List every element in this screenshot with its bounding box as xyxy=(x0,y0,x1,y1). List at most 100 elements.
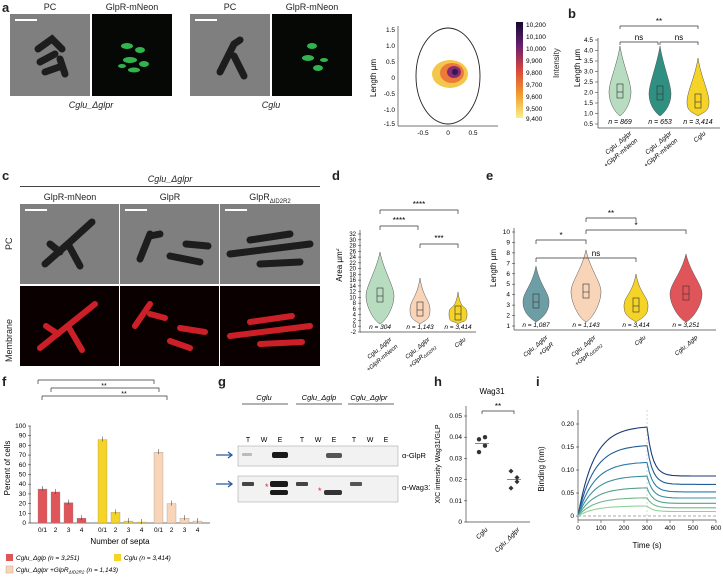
y-tick-label: 16 xyxy=(349,278,356,284)
e-n-label: n = 3,414 xyxy=(622,322,650,329)
e-sig-bracket xyxy=(535,257,637,262)
g-lane: E xyxy=(384,437,389,444)
violin-plot-e: Length µm 1 2 3 4 5 6 7 8 9 10 * ** ns * n = 1,08… xyxy=(490,209,716,368)
bar-chart-f: Percent of cells 0102030405060708090100 … xyxy=(4,378,210,575)
g-strain: Cglu_Δglp xyxy=(302,393,337,402)
colorbar-tick: 9,800 xyxy=(526,70,543,77)
binding-curve xyxy=(577,475,716,517)
y-tick-label: 0.05 xyxy=(449,413,462,420)
micrograph-c-pc-2 xyxy=(120,204,219,284)
y-tick-label: 0.15 xyxy=(561,444,574,451)
f-sig: ** xyxy=(121,391,127,398)
c-title: Cglu_Δglpr xyxy=(147,174,193,184)
colorbar-tick: 9,700 xyxy=(526,82,543,89)
y-tick-label: 0 xyxy=(22,520,26,527)
violin-b-2 xyxy=(648,45,672,117)
y-tick-label: 30 xyxy=(349,238,356,244)
header-pc-1: PC xyxy=(43,2,57,12)
h-title: Wag31 xyxy=(479,387,505,396)
micrograph-c-pc-3 xyxy=(220,204,320,284)
f-sig-bracket xyxy=(41,395,168,400)
bar xyxy=(63,502,74,524)
violin-box xyxy=(416,301,424,317)
blot-band xyxy=(242,453,252,456)
x-tick-label: 0/1 xyxy=(154,527,163,534)
scale-bar xyxy=(195,19,217,21)
scale-bar xyxy=(125,209,147,211)
colorbar-tick: 10,200 xyxy=(526,22,546,29)
heatmap-plot: Length µm 1.5 1.0 0.5 0 -0.5 -1.0 -1.5 -… xyxy=(369,26,498,137)
violin-box xyxy=(656,85,664,101)
y-tick-label: 10 xyxy=(349,295,356,301)
y-tick-label: 0 xyxy=(570,513,574,520)
e-n-label: n = 3,251 xyxy=(672,322,700,329)
y-tick-label: 0.05 xyxy=(561,490,574,497)
e-cat-label: Cglu xyxy=(634,335,648,348)
data-point-circle xyxy=(482,443,488,448)
x-tick-label: 2 xyxy=(54,527,58,534)
x-tick-label: 3 xyxy=(183,527,187,534)
micrograph-a-pc-2 xyxy=(190,14,270,96)
b-sig-bracket xyxy=(659,41,699,45)
legend-swatch-cglu xyxy=(114,554,121,561)
d-n-label: n = 3,414 xyxy=(444,324,472,331)
y-tick-label: 60 xyxy=(19,462,27,469)
x-tick-label: 4 xyxy=(80,527,84,534)
cell-outline xyxy=(415,27,481,125)
colorbar-label: Intensity xyxy=(552,48,561,78)
f-ylabel: Percent of cells xyxy=(4,441,12,496)
y-tick-label: 32 xyxy=(349,232,356,238)
heatmap-xtick: 0 xyxy=(446,130,450,137)
f-sig: *** xyxy=(92,378,100,382)
y-tick-label: 8 xyxy=(353,301,357,307)
g-strain: Cglu xyxy=(256,393,272,402)
x-tick-label: 3 xyxy=(67,527,71,534)
scale-bar xyxy=(225,209,247,211)
g-blot-label: α-GlpR xyxy=(402,451,427,460)
heatmap-blob-core xyxy=(452,69,458,75)
e-cat-label: Cglu_Δglp xyxy=(674,335,700,358)
x-tick-label: 400 xyxy=(665,525,676,532)
y-tick-label: 4 xyxy=(353,313,357,319)
data-point-diamond xyxy=(514,479,520,485)
violin-e-4 xyxy=(669,253,703,323)
b-n-label: n = 3,414 xyxy=(683,119,712,126)
y-tick-label: 3.0 xyxy=(584,69,593,76)
y-tick-label: 80 xyxy=(19,442,27,449)
y-tick-label: 40 xyxy=(19,481,27,488)
colorbar-tick: 10,100 xyxy=(526,34,546,41)
e-ylabel: Length µm xyxy=(490,249,498,287)
f-sig: ** xyxy=(101,383,107,390)
data-point-circle xyxy=(476,449,482,455)
panel-label-d: d xyxy=(332,168,340,183)
blot-band xyxy=(242,482,254,486)
scale-bar xyxy=(25,209,47,211)
membrane-image xyxy=(37,301,98,353)
heatmap-ylabel: Length µm xyxy=(369,59,378,97)
violin-box xyxy=(454,305,462,321)
y-tick-label: 3.5 xyxy=(584,58,593,65)
h-ylabel: XIC intensity Wag31/GLP xyxy=(435,424,442,503)
panel-label-g: g xyxy=(218,374,226,389)
g-lane: E xyxy=(278,437,283,444)
panel-label-f: f xyxy=(2,374,7,389)
bar xyxy=(97,439,108,524)
colorbar-tick: 10,000 xyxy=(526,46,546,53)
g-lane: W xyxy=(261,437,268,444)
panel-label-a: a xyxy=(2,0,10,15)
fluorescence-image xyxy=(302,43,328,71)
e-sig: * xyxy=(634,221,637,230)
panel-label-i: i xyxy=(536,374,540,389)
violin-box xyxy=(616,83,624,99)
asterisk-marker: * xyxy=(318,486,322,496)
b-ylabel: Length µm xyxy=(573,49,582,87)
f-sig-bracket xyxy=(37,379,155,384)
y-tick-label: 3 xyxy=(506,302,510,309)
violin-box xyxy=(532,293,540,309)
violin-box xyxy=(682,285,690,301)
bar xyxy=(166,503,177,524)
e-n-label: n = 1,087 xyxy=(522,322,550,329)
b-cat-label: Cglu xyxy=(693,130,708,144)
y-tick-label: 1 xyxy=(506,323,510,330)
y-tick-label: 22 xyxy=(349,261,356,267)
